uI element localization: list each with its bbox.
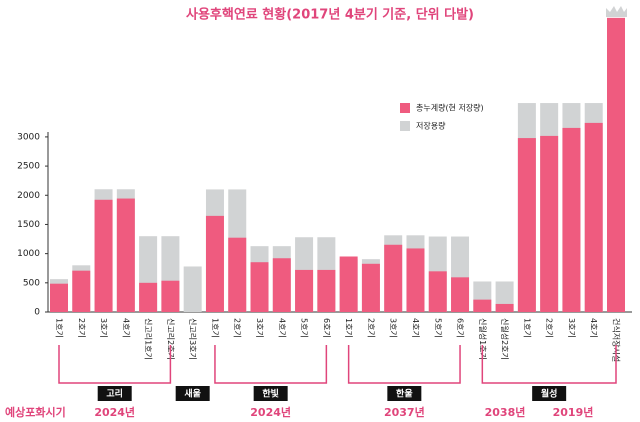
bar <box>116 198 135 312</box>
x-tick-label: 3호기 <box>389 318 398 338</box>
bar <box>540 135 559 312</box>
x-tick-label: 신고리1호기 <box>144 318 153 360</box>
x-tick-label: 2호기 <box>77 318 86 338</box>
group-bracket <box>58 345 172 384</box>
x-tick-label: 2호기 <box>545 318 554 338</box>
bar <box>272 258 291 312</box>
bar <box>339 256 358 312</box>
saturation-year: 2024년 <box>94 405 135 419</box>
bar <box>495 303 514 312</box>
y-tick-label: 0 <box>34 308 40 318</box>
x-tick-label: 6호기 <box>456 318 465 338</box>
saturation-year: 2024년 <box>250 405 291 419</box>
group-box <box>532 386 567 401</box>
legend-swatch <box>400 121 410 131</box>
bar <box>228 237 247 312</box>
saturation-year: 2038년 <box>485 405 526 419</box>
x-tick-label: 3호기 <box>567 318 576 338</box>
bar <box>183 266 202 312</box>
x-tick-label: 4호기 <box>411 318 420 338</box>
bar <box>607 17 625 313</box>
group-bracket <box>481 345 617 384</box>
x-tick-label: 신고리2호기 <box>166 318 175 360</box>
x-tick-label: 2호기 <box>366 318 375 338</box>
x-tick-label: 신고리3호기 <box>188 318 197 360</box>
group-label: 한빛 <box>262 388 279 400</box>
x-tick-label: 4호기 <box>589 318 598 338</box>
bar <box>384 244 403 312</box>
bar <box>50 283 68 312</box>
x-tick-label: 신월성1호기 <box>478 318 488 360</box>
y-tick-label: 2000 <box>17 191 40 201</box>
y-tick-label: 1000 <box>17 249 40 259</box>
bar <box>451 277 470 312</box>
bar <box>250 262 269 312</box>
x-tick-label: 1호기 <box>522 318 531 338</box>
chart-title: 사용후핵연료 현황(2017년 4분기 기준, 단위 다발) <box>186 7 474 23</box>
y-tick-label: 3000 <box>17 132 40 142</box>
bar <box>406 248 425 312</box>
bar <box>361 263 380 312</box>
group-box <box>175 386 210 401</box>
group-bracket <box>214 345 328 384</box>
overflow-crown <box>606 6 627 17</box>
x-tick-label: 6호기 <box>322 318 331 338</box>
y-tick-label: 500 <box>23 278 40 288</box>
group-label: 새울 <box>184 388 201 400</box>
bar <box>295 269 314 312</box>
group-label: 월성 <box>541 388 558 400</box>
x-tick-label: 5호기 <box>300 318 309 338</box>
x-tick-label: 5호기 <box>433 318 442 338</box>
bar <box>428 271 447 312</box>
x-tick-label: 신월성2호기 <box>500 318 510 360</box>
bar <box>317 269 336 312</box>
y-tick-label: 2500 <box>17 162 40 172</box>
group-label: 한울 <box>396 388 413 400</box>
bar <box>161 280 180 312</box>
x-tick-label: 건식저장시설 <box>612 318 622 362</box>
bar <box>139 282 158 312</box>
x-tick-label: 1호기 <box>210 318 219 338</box>
x-tick-label: 1호기 <box>55 318 64 338</box>
x-tick-label: 1호기 <box>344 318 353 338</box>
bar <box>562 127 581 312</box>
saturation-year: 2019년 <box>553 405 594 419</box>
legend-label: 총누계량(현 저장량) <box>416 103 484 113</box>
group-box <box>97 386 132 401</box>
saturation-year: 2037년 <box>384 405 425 419</box>
x-tick-label: 3호기 <box>99 318 108 338</box>
bar <box>584 122 603 312</box>
x-tick-label: 4호기 <box>121 318 130 338</box>
bar <box>94 199 113 312</box>
bar <box>72 270 91 312</box>
legend-label: 저장용량 <box>416 121 446 131</box>
x-tick-label: 4호기 <box>277 318 286 338</box>
x-tick-label: 3호기 <box>255 318 264 338</box>
saturation-label: 예상포화시기 <box>5 405 66 419</box>
group-box <box>253 386 288 401</box>
group-label: 고리 <box>106 388 123 400</box>
legend-swatch <box>400 103 410 113</box>
group-box <box>387 386 422 401</box>
x-tick-label: 2호기 <box>233 318 242 338</box>
bar <box>205 215 224 312</box>
bar <box>517 138 536 312</box>
y-tick-label: 1500 <box>17 220 40 230</box>
group-bracket <box>347 345 461 384</box>
bar <box>473 299 492 312</box>
